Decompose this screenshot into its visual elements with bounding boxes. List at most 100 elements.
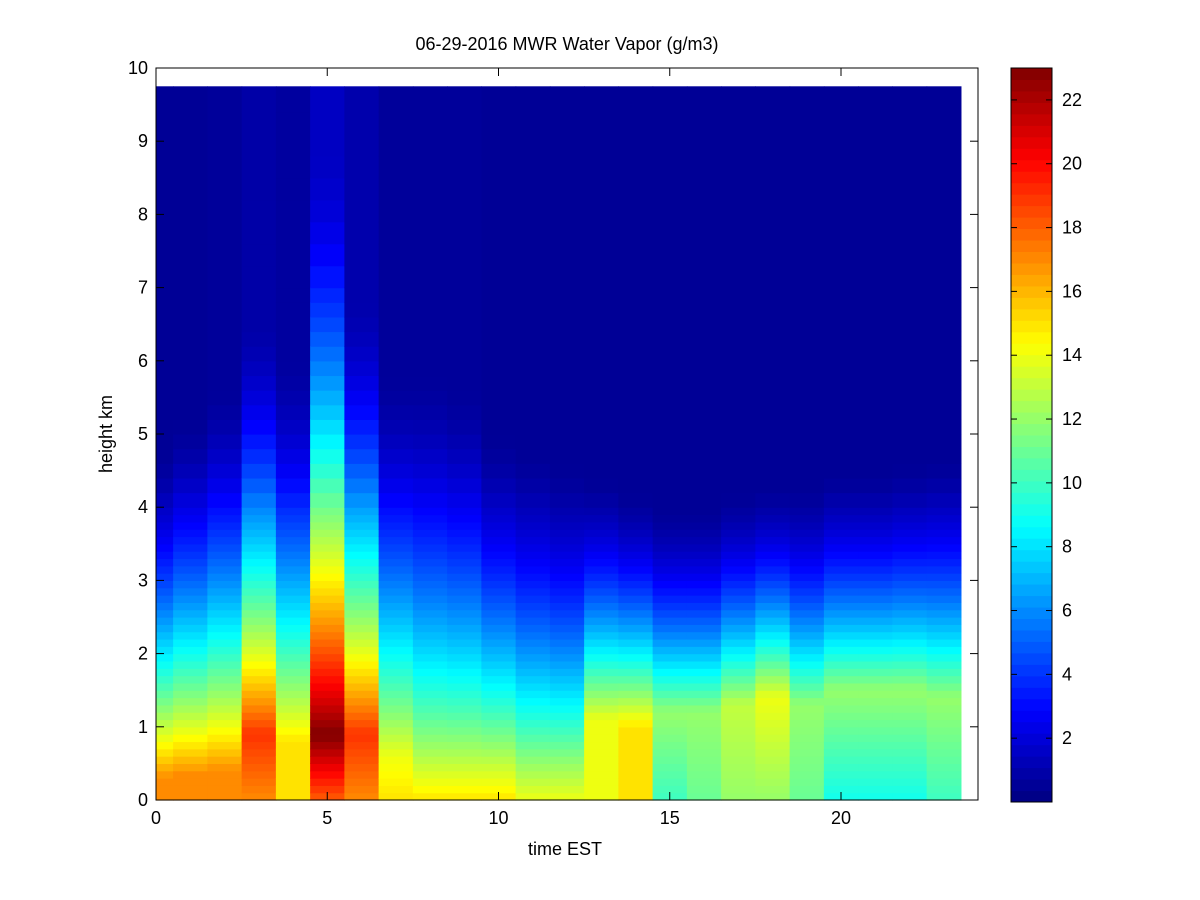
- heat-cell: [652, 551, 688, 560]
- heat-cell: [584, 602, 619, 611]
- y-tick-label: 0: [138, 790, 148, 810]
- heat-cell: [481, 558, 517, 567]
- heat-cell: [241, 177, 277, 201]
- heat-cell: [858, 778, 893, 786]
- heat-cell: [686, 792, 722, 801]
- heat-cell: [823, 595, 859, 603]
- heat-cell: [412, 529, 448, 538]
- heat-cell: [378, 682, 414, 691]
- heat-cell: [755, 712, 791, 721]
- heat-cell: [275, 580, 311, 589]
- heat-cell: [892, 595, 928, 603]
- heat-cell: [926, 434, 962, 450]
- heat-cell: [789, 177, 825, 201]
- heat-cell: [858, 404, 893, 420]
- heat-cell: [858, 653, 893, 662]
- heat-cell: [858, 536, 893, 545]
- heat-cell: [892, 624, 928, 633]
- heat-cell: [823, 507, 859, 516]
- y-tick-label: 2: [138, 644, 148, 664]
- colorbar-tick-label: 22: [1062, 90, 1082, 110]
- colorbar-segment: [1011, 423, 1052, 436]
- heat-cell: [447, 770, 482, 779]
- colorbar-segment: [1011, 469, 1052, 482]
- heat-cell: [686, 558, 722, 567]
- heat-cell: [207, 756, 243, 764]
- heat-cell: [173, 712, 208, 721]
- heat-cell: [584, 265, 619, 289]
- heat-cell: [447, 756, 482, 764]
- heat-cell: [275, 690, 311, 699]
- heat-cell: [755, 529, 791, 538]
- heat-cell: [584, 199, 619, 223]
- heat-cell: [823, 551, 859, 560]
- heat-cell: [584, 704, 619, 713]
- heat-cell: [378, 133, 414, 157]
- heat-cell: [755, 682, 791, 691]
- heat-cell: [686, 573, 722, 581]
- heat-cell: [481, 419, 517, 435]
- heat-cell: [310, 595, 345, 603]
- heat-cell: [378, 726, 414, 735]
- heat-cell: [823, 375, 859, 391]
- heat-cell: [789, 624, 825, 633]
- heat-cell: [515, 390, 551, 406]
- heat-cell: [412, 111, 448, 135]
- heat-cell: [173, 668, 208, 677]
- heat-cell: [926, 287, 962, 303]
- heat-cell: [310, 726, 345, 735]
- colorbar-segment: [1011, 354, 1052, 367]
- heat-cell: [652, 573, 688, 581]
- heat-cell: [344, 573, 380, 581]
- colorbar-tick-label: 10: [1062, 473, 1082, 493]
- heat-cell: [447, 558, 482, 567]
- heat-cell: [173, 690, 208, 699]
- heat-cell: [310, 580, 345, 589]
- heat-cell: [156, 617, 174, 625]
- heat-cell: [789, 419, 825, 435]
- heat-cell: [652, 638, 688, 647]
- heat-cell: [549, 741, 585, 750]
- heat-cell: [549, 287, 585, 303]
- heat-cell: [755, 86, 791, 113]
- heat-cell: [515, 734, 551, 743]
- heat-cell: [344, 719, 380, 728]
- heat-cell: [412, 360, 448, 377]
- heat-cell: [481, 243, 517, 267]
- heat-cell: [686, 86, 722, 113]
- heat-cell: [173, 726, 208, 735]
- heat-cell: [310, 477, 345, 494]
- heat-cell: [755, 463, 791, 479]
- heat-cell: [207, 404, 243, 420]
- colorbar-segment: [1011, 664, 1052, 677]
- heat-cell: [652, 580, 688, 589]
- heat-cell: [481, 434, 517, 450]
- heat-cell: [926, 741, 962, 750]
- heat-cell: [823, 748, 859, 757]
- heat-cell: [584, 111, 619, 135]
- heat-cell: [686, 375, 722, 391]
- heat-cell: [755, 331, 791, 347]
- heat-cell: [207, 704, 243, 713]
- heat-cell: [926, 602, 962, 611]
- heat-cell: [447, 602, 482, 611]
- heat-cell: [652, 507, 688, 516]
- heat-cell: [447, 763, 482, 772]
- heat-cell: [686, 624, 722, 633]
- heat-cell: [412, 712, 448, 721]
- heat-cell: [926, 331, 962, 347]
- heat-cell: [241, 565, 277, 574]
- heat-cell: [412, 536, 448, 545]
- heat-cell: [241, 602, 277, 611]
- heat-cell: [584, 477, 619, 494]
- heat-cell: [755, 624, 791, 633]
- heat-cell: [721, 792, 756, 801]
- heat-cell: [173, 653, 208, 662]
- heat-cell: [858, 748, 893, 757]
- heat-cell: [515, 756, 551, 764]
- heat-cell: [515, 536, 551, 545]
- colorbar-frame: [1010, 67, 1053, 803]
- heat-cell: [755, 419, 791, 435]
- heat-cell: [618, 726, 654, 735]
